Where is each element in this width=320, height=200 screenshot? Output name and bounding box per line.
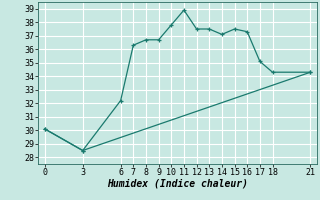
X-axis label: Humidex (Indice chaleur): Humidex (Indice chaleur) (107, 179, 248, 189)
